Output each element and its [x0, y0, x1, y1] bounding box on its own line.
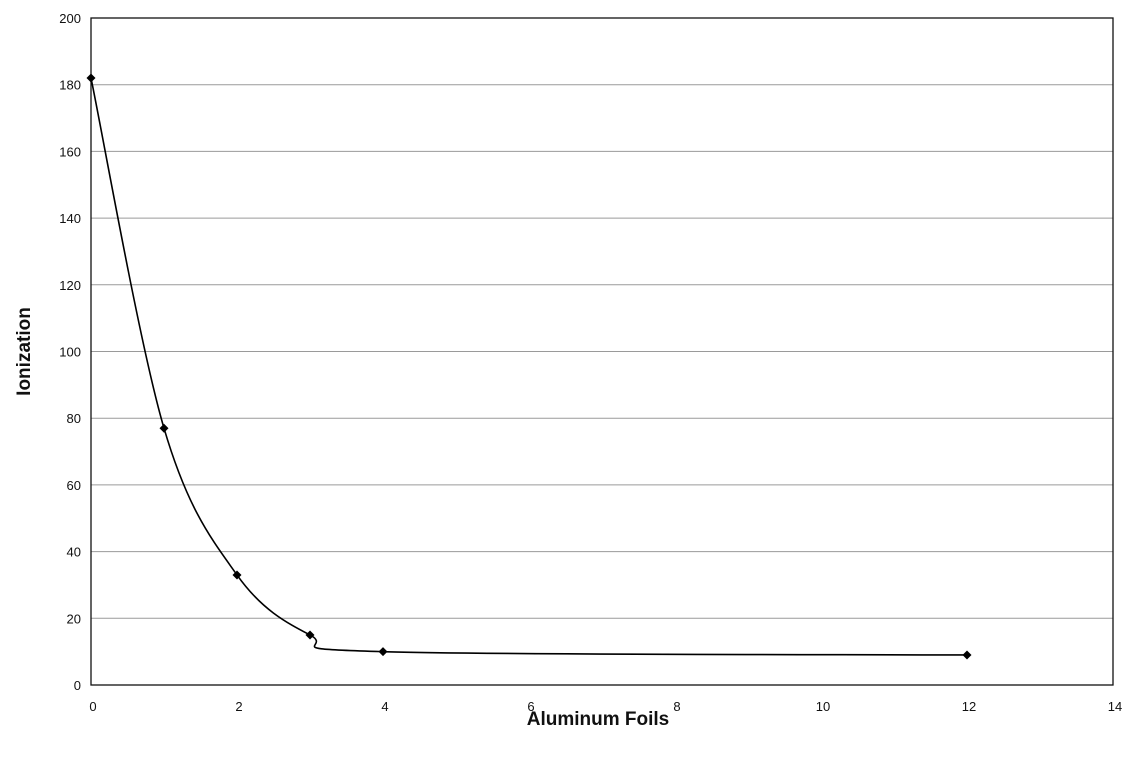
series-line [90, 77, 968, 656]
gridlines [91, 84, 1113, 619]
series-group [86, 73, 972, 660]
y-tick-label: 60 [67, 478, 81, 493]
y-tick-label: 120 [59, 278, 81, 293]
x-tick-label: 0 [89, 699, 96, 714]
x-axis-title: Aluminum Foils [527, 709, 670, 730]
y-tick-label: 80 [67, 411, 81, 426]
x-tick-label: 2 [235, 699, 242, 714]
y-axis-tick-labels: 0 20 40 60 80 100 120 140 160 180 200 [59, 11, 81, 693]
plot-area-border [90, 17, 1114, 686]
x-tick-label: 12 [962, 699, 976, 714]
y-tick-label: 100 [59, 345, 81, 360]
x-axis-tick-labels: 0 2 4 6 8 10 12 14 [89, 699, 1122, 714]
x-tick-label: 10 [816, 699, 830, 714]
y-tick-label: 180 [59, 78, 81, 93]
data-point [86, 73, 96, 83]
x-tick-label: 8 [673, 699, 680, 714]
y-tick-label: 20 [67, 611, 81, 626]
x-tick-label: 14 [1108, 699, 1122, 714]
y-axis-title: Ionization [14, 307, 35, 396]
x-tick-label: 6 [527, 699, 534, 714]
y-tick-label: 0 [74, 678, 81, 693]
data-point [378, 647, 388, 657]
data-point [232, 570, 242, 580]
x-tick-label: 4 [381, 699, 388, 714]
y-tick-label: 40 [67, 545, 81, 560]
data-point [962, 650, 972, 660]
data-point [159, 423, 169, 433]
y-tick-label: 140 [59, 211, 81, 226]
y-tick-label: 160 [59, 144, 81, 159]
data-point [305, 630, 315, 640]
y-tick-label: 200 [59, 11, 81, 26]
